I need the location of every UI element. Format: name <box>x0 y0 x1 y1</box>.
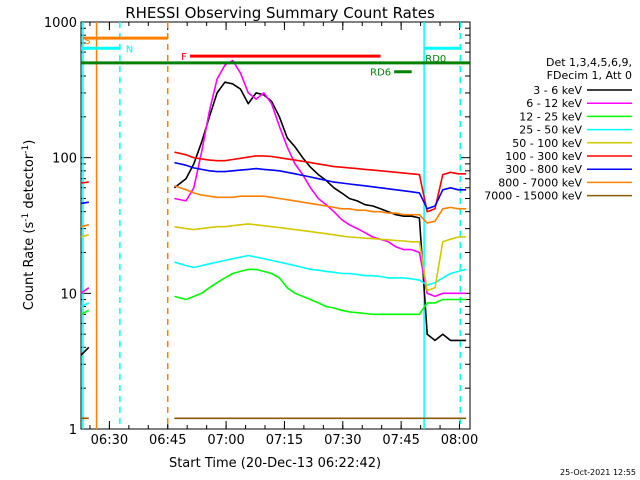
series-line <box>80 151 467 213</box>
legend-label: 12 - 25 keV <box>519 110 582 123</box>
flag-label: RD6 <box>370 68 391 79</box>
y-label-sup1: -1 <box>21 213 31 222</box>
flag-label: S <box>84 36 90 47</box>
flag-bars: S N F RD0 RD6 <box>81 36 470 79</box>
series-line <box>80 268 467 316</box>
y-tick-label: 1 <box>69 423 77 438</box>
y-label-main: Count Rate (s <box>22 222 37 311</box>
axis-ticks: 06:30 06:45 07:00 07:15 07:30 07:45 08:00 1 10 10… <box>44 16 478 448</box>
legend-label: 50 - 100 keV <box>512 137 582 150</box>
legend: Det 1,3,4,5,6,9, FDecim 1, Att 0 3 - 6 k… <box>484 56 632 203</box>
plot-frame <box>80 21 471 430</box>
series-line <box>80 223 467 292</box>
y-axis-label: Count Rate (s-1 detector-1) <box>21 140 37 311</box>
series-line <box>80 59 467 298</box>
series-group <box>80 59 467 420</box>
y-tick-label: 1000 <box>44 16 77 31</box>
x-tick-label: 07:00 <box>207 433 244 448</box>
legend-label: 6 - 12 keV <box>526 97 582 110</box>
flag-label: RD0 <box>425 54 446 65</box>
vertical-markers <box>82 22 462 429</box>
y-tick-label: 10 <box>60 287 77 302</box>
flag-label: F <box>181 52 187 63</box>
legend-label: 300 - 800 keV <box>505 163 582 176</box>
x-tick-label: 06:45 <box>149 433 186 448</box>
x-tick-label: 07:45 <box>382 433 419 448</box>
x-tick-label: 07:30 <box>324 433 361 448</box>
x-tick-label: 06:30 <box>91 433 128 448</box>
y-label-end: ) <box>22 140 37 145</box>
legend-label: 3 - 6 keV <box>533 84 582 97</box>
legend-header-1: Det 1,3,4,5,6,9, <box>546 56 632 69</box>
legend-label: 800 - 7000 keV <box>498 176 582 189</box>
y-label-sup2: -1 <box>21 145 31 154</box>
plot-area <box>80 21 471 430</box>
y-label-mid: detector <box>22 153 37 213</box>
footer-date: 25-Oct-2021 12:55 <box>560 468 636 477</box>
chart-title: RHESSI Observing Summary Count Rates <box>125 4 435 22</box>
series-line <box>80 254 467 308</box>
series-line <box>80 161 467 210</box>
legend-label: 25 - 50 keV <box>519 124 582 137</box>
series-line <box>80 81 467 356</box>
x-axis-label: Start Time (20-Dec-13 06:22:42) <box>169 456 381 471</box>
legend-label: 7000 - 15000 keV <box>484 190 582 203</box>
series-line <box>80 185 467 228</box>
legend-label: 100 - 300 keV <box>505 150 582 163</box>
x-tick-label: 07:15 <box>266 433 303 448</box>
legend-header-2: FDecim 1, Att 0 <box>547 69 632 82</box>
y-tick-label: 100 <box>52 152 77 167</box>
flag-label: N <box>126 44 133 55</box>
x-tick-label: 08:00 <box>441 433 478 448</box>
